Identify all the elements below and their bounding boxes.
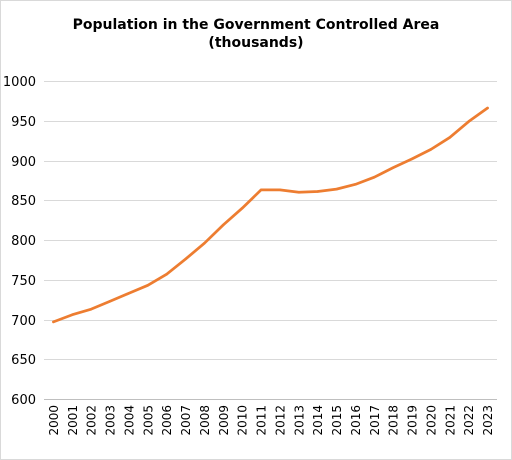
chart-title-line-2: (thousands): [208, 35, 304, 51]
series-layer: [52, 106, 489, 324]
y-tick-label: 750: [11, 274, 36, 289]
data-point-2023: [486, 106, 489, 110]
x-tick-label: 2010: [236, 405, 250, 436]
y-axis-tick-labels: 600 650 700 750 800 850 900 950 1000: [3, 75, 36, 408]
x-tick-label: 2002: [85, 405, 99, 436]
y-tick-label: 800: [11, 234, 36, 249]
data-point-2017: [373, 175, 376, 179]
x-tick-label: 2000: [47, 405, 61, 436]
series-line: [52, 106, 489, 324]
y-tick-label: 950: [11, 115, 36, 130]
data-point-2013: [297, 191, 301, 194]
data-point-2006: [165, 272, 168, 276]
x-tick-label: 2015: [330, 405, 344, 436]
x-tick-label: 2019: [406, 405, 420, 436]
x-tick-label: 2006: [160, 405, 174, 436]
x-tick-label: 2018: [387, 405, 401, 436]
y-tick-label: 600: [11, 393, 36, 408]
x-tick-label: 2008: [198, 405, 212, 436]
x-tick-label: 2014: [311, 405, 325, 436]
data-point-2000: [52, 320, 55, 324]
x-axis-tick-labels: 2000 2001 2002 2003 2004 2005 2006 2007 2008 2009…: [47, 405, 495, 436]
data-point-2016: [354, 183, 357, 186]
chart-title: Population in the Government Controlled …: [0, 16, 512, 52]
x-tick-label: 2009: [217, 405, 231, 436]
y-tick-label: 650: [11, 353, 36, 368]
x-tick-label: 2017: [368, 405, 382, 436]
gridlines: [44, 81, 497, 360]
data-point-2010: [240, 207, 244, 210]
x-tick-label: 2021: [443, 405, 457, 436]
x-tick-label: 2005: [141, 405, 155, 436]
data-point-2004: [127, 292, 131, 295]
x-tick-label: 2013: [292, 405, 306, 436]
chart-title-line-1: Population in the Government Controlled …: [72, 17, 440, 33]
x-tick-label: 2011: [255, 405, 269, 436]
data-point-2020: [429, 148, 433, 151]
data-point-2022: [467, 120, 470, 123]
x-tick-label: 2020: [424, 405, 438, 436]
x-tick-label: 2001: [66, 405, 80, 436]
y-tick-label: 1000: [3, 75, 36, 90]
y-tick-label: 900: [11, 155, 36, 170]
x-tick-label: 2003: [104, 405, 118, 436]
data-point-2019: [410, 157, 414, 161]
data-point-2011: [259, 188, 263, 192]
x-tick-label: 2007: [179, 405, 193, 436]
data-point-2012: [278, 188, 282, 192]
x-tick-label: 2016: [349, 405, 363, 436]
data-point-2002: [89, 307, 93, 311]
data-point-2001: [71, 313, 74, 316]
x-tick-label: 2022: [462, 405, 476, 436]
data-point-2009: [222, 223, 225, 227]
data-point-2008: [203, 241, 206, 245]
x-tick-label: 2023: [481, 405, 495, 436]
x-tick-label: 2012: [273, 405, 287, 436]
data-point-2014: [316, 190, 319, 193]
data-point-2007: [184, 257, 187, 261]
data-point-2003: [108, 300, 112, 303]
data-point-2015: [335, 187, 338, 191]
data-point-2018: [391, 166, 395, 169]
data-point-2021: [448, 136, 452, 139]
y-tick-label: 700: [11, 314, 36, 329]
x-tick-label: 2004: [122, 405, 136, 436]
y-tick-label: 850: [11, 194, 36, 209]
data-point-2005: [146, 284, 150, 287]
